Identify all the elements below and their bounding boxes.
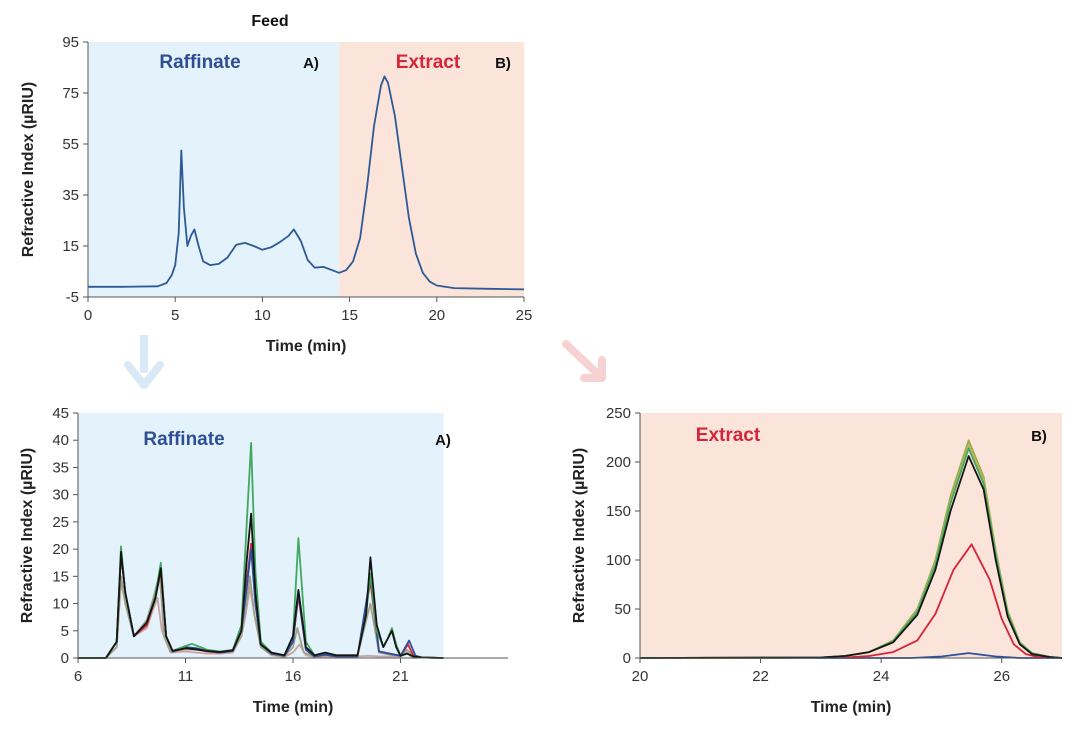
x-axis-title: Time (min) <box>253 699 334 716</box>
y-tick-label: 30 <box>52 487 69 504</box>
y-tick-label: 200 <box>606 454 631 471</box>
y-tick-label: 50 <box>614 601 631 618</box>
x-tick-label: 10 <box>254 307 271 324</box>
extract-chart: 0 50 100 150 200 250 20 22 24 26 Time (min) Refract… <box>571 405 1063 716</box>
extract-label: Extract <box>696 425 761 446</box>
y-tick-label: 15 <box>52 568 69 585</box>
x-tick-label: 24 <box>873 668 890 685</box>
flow-arrows <box>124 335 606 389</box>
x-axis-title: Time (min) <box>266 338 347 355</box>
y-tick-label: 10 <box>52 596 69 613</box>
series-line-1 <box>639 543 1063 659</box>
panel-label-b: B) <box>1031 428 1047 445</box>
down-arrow-icon <box>124 335 164 389</box>
x-tick-label: 16 <box>285 668 302 685</box>
x-tick-label: 22 <box>752 668 769 685</box>
x-tick-label: 25 <box>516 307 533 324</box>
x-tick-label: 26 <box>993 668 1010 685</box>
raffinate-label: Raffinate <box>159 52 240 73</box>
x-tick-label: 5 <box>171 307 179 324</box>
y-tick-label: 5 <box>61 623 69 640</box>
y-tick-label: 75 <box>62 85 79 102</box>
y-tick-label: 100 <box>606 552 631 569</box>
region-extract <box>339 42 524 297</box>
x-tick-label: 20 <box>428 307 445 324</box>
y-tick-label: -5 <box>66 289 79 306</box>
series-line-0 <box>78 580 444 659</box>
series-line-0 <box>88 75 525 291</box>
y-axis-title: Refractive Index (µRIU) <box>571 448 588 623</box>
y-tick-label: 20 <box>52 541 69 558</box>
y-tick-label: 35 <box>52 459 69 476</box>
y-tick-label: 250 <box>606 405 631 422</box>
y-tick-label: 15 <box>62 238 79 255</box>
x-tick-label: 6 <box>74 668 82 685</box>
region-extract <box>640 413 1062 658</box>
raffinate-label: Raffinate <box>143 429 224 450</box>
panel-label-a: A) <box>303 55 319 72</box>
panel-label-b: B) <box>495 55 511 72</box>
series-line-5 <box>639 455 1063 659</box>
y-tick-label: 0 <box>623 650 631 667</box>
raffinate-chart: 0 5 10 15 20 25 30 35 40 45 6 11 16 21 Time (min) Refra… <box>19 405 508 716</box>
x-tick-label: 20 <box>632 668 649 685</box>
x-tick-label: 21 <box>392 668 409 685</box>
extract-label: Extract <box>396 52 461 73</box>
y-tick-label: 95 <box>62 34 79 51</box>
y-axis-title: Refractive Index (µRIU) <box>19 448 36 623</box>
y-axis-title: Refractive Index (µRIU) <box>20 82 37 257</box>
chart-title: Feed <box>251 13 288 30</box>
diagonal-arrow-icon <box>562 340 606 382</box>
region-raffinate <box>88 42 340 297</box>
x-tick-label: 15 <box>341 307 358 324</box>
x-tick-label: 0 <box>84 307 92 324</box>
y-tick-label: 45 <box>52 405 69 422</box>
panel-label-a: A) <box>435 432 451 449</box>
y-tick-label: 150 <box>606 503 631 520</box>
x-axis-title: Time (min) <box>811 699 892 716</box>
series-line-5 <box>78 512 444 659</box>
y-tick-label: 35 <box>62 187 79 204</box>
feed-chart: -5 15 35 55 75 95 0 5 10 15 20 25 Time (min) Refracti… <box>20 13 532 355</box>
region-raffinate <box>78 413 444 658</box>
y-tick-label: 55 <box>62 136 79 153</box>
y-tick-label: 40 <box>52 432 69 449</box>
y-tick-label: 25 <box>52 514 69 531</box>
y-tick-label: 0 <box>61 650 69 667</box>
x-tick-label: 11 <box>178 668 194 685</box>
